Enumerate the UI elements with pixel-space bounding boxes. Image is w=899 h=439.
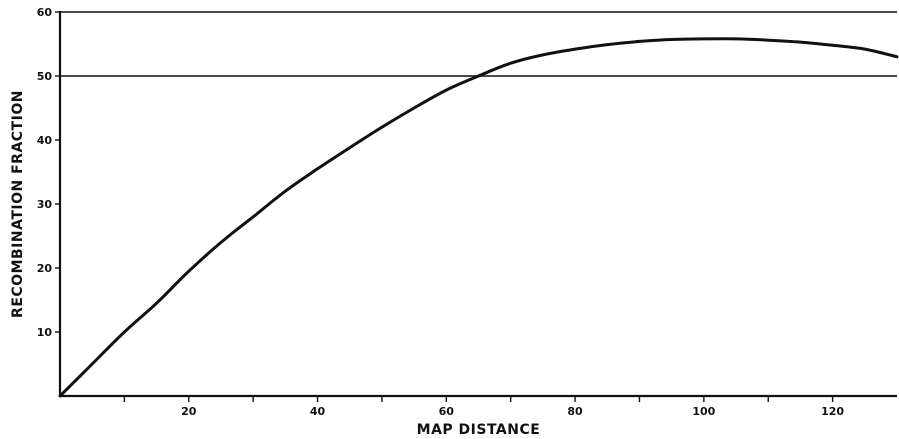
x-tick-label: 60 (439, 405, 455, 418)
x-tick-label: 40 (310, 405, 326, 418)
x-tick-label: 120 (821, 405, 844, 418)
reference-lines (60, 11, 897, 77)
x-ticks: 20 40 60 80 100 120 (123, 396, 844, 418)
y-tick-label: 20 (37, 262, 53, 275)
y-tick-label: 60 (37, 6, 53, 19)
y-ticks: 10 20 30 40 50 60 (37, 6, 60, 339)
y-tick-label: 30 (37, 198, 53, 211)
series-line (58, 37, 899, 398)
y-axis-title: RECOMBINATION FRACTION (10, 90, 26, 318)
y-tick-label: 10 (37, 326, 53, 339)
axes (58, 11, 897, 398)
x-axis-title: MAP DISTANCE (417, 422, 541, 438)
x-tick-label: 100 (692, 405, 715, 418)
y-tick-label: 40 (37, 134, 53, 147)
x-tick-label: 80 (567, 405, 583, 418)
x-tick-label: 20 (181, 405, 197, 418)
y-tick-label: 50 (37, 70, 53, 83)
